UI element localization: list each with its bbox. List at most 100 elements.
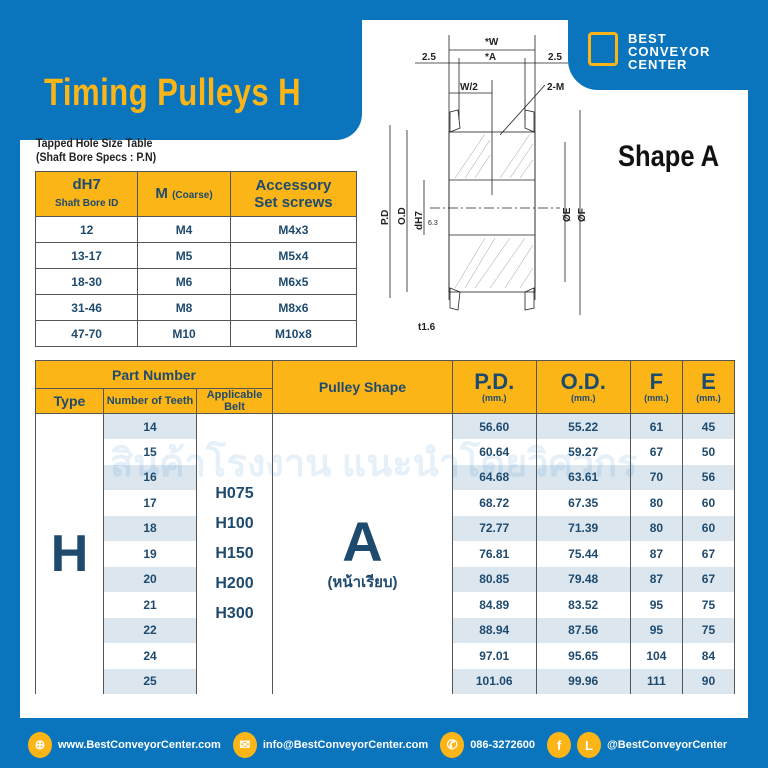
pulley-spec-table: Part Number Pulley Shape P.D. (mm.) O.D.(… xyxy=(35,360,736,694)
table-cell: M4 xyxy=(137,216,231,243)
phone-icon: ✆ xyxy=(440,732,465,758)
page-title: Timing Pulleys H xyxy=(44,72,302,114)
dim-a: *A xyxy=(485,52,496,63)
pd-cell: 101.06 xyxy=(451,668,537,694)
header-teeth: Number of Teeth xyxy=(103,388,197,414)
teeth-cell: 20 xyxy=(103,566,197,592)
f-cell: 80 xyxy=(629,490,683,516)
belt-item: H200 xyxy=(215,575,254,592)
pd-cell: 56.60 xyxy=(451,413,537,439)
table-cell: 18-30 xyxy=(34,268,139,295)
table-cell: M5x4 xyxy=(229,242,358,269)
table-row: 24 97.01 95.65 104 84 xyxy=(36,643,736,669)
dim-f: ØF xyxy=(577,208,588,222)
dim-m: 2-M xyxy=(547,82,564,93)
teeth-cell: 18 xyxy=(103,515,197,541)
pd-cell: 64.68 xyxy=(451,464,537,490)
teeth-cell: 25 xyxy=(103,668,197,694)
mail-icon: ✉ xyxy=(232,732,257,758)
table-row: 12 M4 M4x3 xyxy=(34,216,358,243)
dim-roughness: 6.3 xyxy=(428,220,438,227)
facebook-icon[interactable]: f xyxy=(547,732,572,758)
table-row: 18-30 M6 M6x5 xyxy=(34,268,358,295)
header-text: Accessory xyxy=(255,177,332,194)
od-cell: 99.96 xyxy=(535,668,631,694)
table-row: 16 64.68 63.61 70 56 xyxy=(36,464,736,490)
table-row: 19 76.81 75.44 87 67 xyxy=(36,541,736,567)
shape-label: Shape A xyxy=(618,140,720,173)
header-e: E (mm.) xyxy=(681,360,736,414)
table-row: 25 101.06 99.96 111 90 xyxy=(36,668,736,694)
teeth-cell: 24 xyxy=(103,643,197,669)
shape-cell: A (หน้าเรียบ) xyxy=(272,413,453,694)
f-cell: 111 xyxy=(629,668,683,694)
phone-number[interactable]: 086-3272600 xyxy=(470,739,536,751)
od-cell: 87.56 xyxy=(535,617,631,643)
f-cell: 67 xyxy=(629,439,683,465)
line-icon[interactable]: L xyxy=(577,732,602,758)
od-cell: 67.35 xyxy=(535,490,631,516)
table-cell: 12 xyxy=(34,216,139,243)
table-cell: M8x6 xyxy=(229,294,358,321)
table-row: 13-17 M5 M5x4 xyxy=(34,242,358,269)
title-banner: Timing Pulleys H xyxy=(20,20,362,140)
e-cell: 60 xyxy=(681,490,736,516)
unit: (mm.) xyxy=(696,393,721,403)
od-cell: 95.65 xyxy=(535,643,631,669)
header-text: M xyxy=(155,184,168,202)
table-cell: M6x5 xyxy=(229,268,358,295)
teeth-cell: 21 xyxy=(103,592,197,618)
od-cell: 71.39 xyxy=(535,515,631,541)
dim-pd: P.D xyxy=(380,210,391,225)
header-m: M (Coarse) xyxy=(137,171,231,217)
e-cell: 90 xyxy=(681,668,736,694)
e-cell: 67 xyxy=(681,541,736,567)
shape-note: (หน้าเรียบ) xyxy=(327,574,398,591)
belt-item: H075 xyxy=(215,485,254,502)
table-row: 21 84.89 83.52 95 75 xyxy=(36,592,736,618)
pd-cell: 76.81 xyxy=(451,541,537,567)
table-row: 47-70 M10 M10x8 xyxy=(34,320,358,347)
dim-right-margin: 2.5 xyxy=(548,52,562,63)
pulley-drawing: *W *A 2.5 2.5 W/2 2-M P.D O.D dH7 6.3 ØE… xyxy=(380,35,588,333)
header-text: Set screws xyxy=(254,194,333,211)
header-sub: Shaft Bore ID xyxy=(54,198,119,209)
type-cell: H xyxy=(35,413,104,694)
footer-bar: ⊕ www.BestConveyorCenter.com ✉ info@Best… xyxy=(0,722,768,768)
dim-w: *W xyxy=(485,37,499,48)
email-link[interactable]: info@BestConveyorCenter.com xyxy=(262,739,429,751)
social-handle[interactable]: @BestConveyorCenter xyxy=(607,739,728,751)
poster-card: Timing Pulleys H BEST CONVEYOR CENTER Sh… xyxy=(20,20,748,718)
header-part-number: Part Number xyxy=(35,360,273,389)
header-text: F xyxy=(649,369,664,394)
table-row: 18 72.77 71.39 80 60 xyxy=(36,515,736,541)
teeth-cell: 19 xyxy=(103,541,197,567)
e-cell: 75 xyxy=(681,592,736,618)
od-cell: 55.22 xyxy=(535,413,631,439)
teeth-cell: 15 xyxy=(103,439,197,465)
tapped-table-caption: Tapped Hole Size Table (Shaft Bore Specs… xyxy=(36,136,156,164)
table-row: 20 80.85 79.48 87 67 xyxy=(36,566,736,592)
header-pd: P.D. (mm.) xyxy=(451,360,537,414)
pd-cell: 68.72 xyxy=(451,490,537,516)
table-cell: M5 xyxy=(137,242,231,269)
logo-text: BEST CONVEYOR CENTER xyxy=(628,31,711,72)
website-link[interactable]: www.BestConveyorCenter.com xyxy=(58,739,221,751)
pd-cell: 84.89 xyxy=(451,592,537,618)
pd-cell: 60.64 xyxy=(451,439,537,465)
header-text: E xyxy=(701,369,716,394)
f-cell: 104 xyxy=(629,643,683,669)
belt-item: H150 xyxy=(215,545,254,562)
caption-line: (Shaft Bore Specs : P.N) xyxy=(36,150,157,164)
e-cell: 84 xyxy=(681,643,736,669)
header-sub: (Coarse) xyxy=(172,189,213,201)
header-pulley-shape: Pulley Shape xyxy=(272,360,453,414)
od-cell: 63.61 xyxy=(535,464,631,490)
dim-e: ØE xyxy=(562,207,573,222)
dim-od: O.D xyxy=(397,207,408,225)
tapped-hole-table: dH7 Shaft Bore ID M (Coarse) Accessory Set… xyxy=(34,171,358,347)
teeth-cell: 16 xyxy=(103,464,197,490)
unit: (mm.) xyxy=(481,393,507,403)
dim-half-w: W/2 xyxy=(460,82,478,93)
logo-icon xyxy=(588,32,618,66)
